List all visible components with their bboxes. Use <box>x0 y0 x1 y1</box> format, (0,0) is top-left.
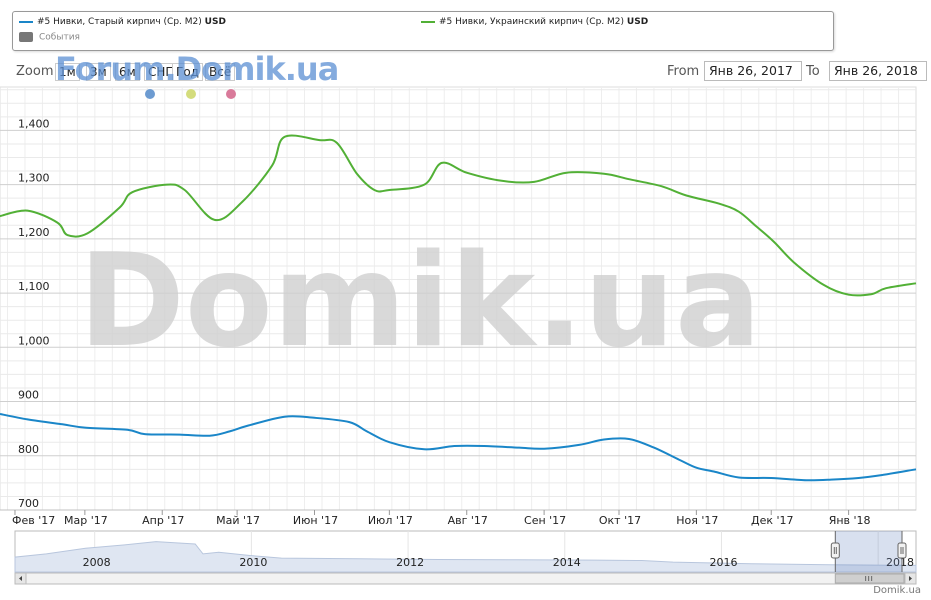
navigator-label: 2016 <box>709 556 737 569</box>
y-tick-label: 900 <box>18 389 39 402</box>
x-tick-label: Апр '17 <box>142 514 184 527</box>
x-tick-label: Фев '17 <box>12 514 55 527</box>
navigator-label: 2014 <box>553 556 581 569</box>
navigator[interactable]: 2008 2010 2012 2014 2016 2018 <box>14 530 917 585</box>
from-date-input[interactable]: Янв 26, 2017 <box>704 61 802 81</box>
grid <box>0 86 917 511</box>
navigator-label: 2018 <box>886 556 914 569</box>
series-lines <box>0 134 917 482</box>
zoom-button-1[interactable]: 3м <box>86 63 111 81</box>
legend-swatch-series1 <box>19 20 33 23</box>
y-tick-label: 1,200 <box>18 226 50 239</box>
from-label: From <box>667 64 700 79</box>
series-line-1[interactable] <box>0 413 917 482</box>
x-tick-label: Янв '18 <box>829 514 871 527</box>
zoom-button-5[interactable]: Всё <box>205 63 236 81</box>
legend: #5 Нивки, Старый кирпич (Ср. M2) USD #5 … <box>12 11 834 51</box>
scrollbar-thumb[interactable] <box>834 573 905 584</box>
legend-item-series2[interactable]: #5 Нивки, Украинский кирпич (Ср. M2) USD <box>421 17 648 27</box>
navigator-handle-1[interactable] <box>897 542 907 559</box>
navigator-area <box>14 541 917 573</box>
navigator-label: 2010 <box>239 556 267 569</box>
y-axis-ticks: 1,400 1,300 1,200 1,100 1,000 900 800 700 <box>18 117 50 510</box>
to-label: To <box>806 64 820 79</box>
x-tick-label: Ноя '17 <box>676 514 718 527</box>
navigator-selection[interactable] <box>835 531 902 572</box>
navigator-label: 2008 <box>83 556 111 569</box>
legend-item-series1[interactable]: #5 Нивки, Старый кирпич (Ср. M2) USD <box>19 17 226 27</box>
domik-watermark: Domik.ua <box>79 227 762 376</box>
x-tick-label: Сен '17 <box>524 514 566 527</box>
navigator-handle-0[interactable] <box>830 542 840 559</box>
y-tick-label: 1,000 <box>18 334 50 347</box>
event-dot-0[interactable] <box>145 89 155 99</box>
to-date-input[interactable]: Янв 26, 2018 <box>829 61 927 81</box>
zoom-button-0[interactable]: 1м <box>55 63 80 81</box>
legend-label-series2: #5 Нивки, Украинский кирпич (Ср. M2) <box>439 17 625 27</box>
legend-label-series1: #5 Нивки, Старый кирпич (Ср. M2) <box>37 17 202 27</box>
x-tick-label: Июл '17 <box>368 514 413 527</box>
legend-unit-series2: USD <box>626 17 649 27</box>
event-dot-1[interactable] <box>186 89 196 99</box>
legend-swatch-series2 <box>421 20 435 23</box>
zoom-button-3[interactable]: СНГ <box>144 63 177 81</box>
x-tick-label: Дек '17 <box>751 514 794 527</box>
x-tick-label: Июн '17 <box>293 514 338 527</box>
zoom-label: Zoom <box>16 64 54 79</box>
x-tick-label: Мар '17 <box>64 514 108 527</box>
y-tick-label: 1,300 <box>18 172 50 185</box>
footer-brand: Domik.ua <box>873 585 921 596</box>
legend-item-events[interactable]: События <box>19 32 80 43</box>
legend-label-events: События <box>39 32 80 43</box>
x-tick-label: Май '17 <box>216 514 260 527</box>
x-axis-ticks: Фев '17 Мар '17 Апр '17 Май '17 Июн '17 Июл '… <box>12 510 871 527</box>
series-line-2[interactable] <box>0 134 917 297</box>
arrow-left-icon <box>19 576 22 581</box>
scrollbar-track[interactable] <box>14 572 917 585</box>
forum-watermark: Forum.Domik.ua <box>55 50 339 88</box>
y-tick-label: 700 <box>18 497 39 510</box>
x-tick-label: Авг '17 <box>448 514 488 527</box>
events-swatch <box>19 32 33 42</box>
y-tick-label: 800 <box>18 443 39 456</box>
y-tick-label: 1,100 <box>18 280 50 293</box>
zoom-button-4[interactable]: Год <box>172 63 203 81</box>
zoom-button-2[interactable]: 6м <box>115 63 140 81</box>
x-tick-label: Окт '17 <box>599 514 641 527</box>
y-tick-label: 1,400 <box>18 117 50 130</box>
event-dot-2[interactable] <box>226 89 236 99</box>
navigator-label: 2012 <box>396 556 424 569</box>
legend-unit-series1: USD <box>204 17 226 27</box>
event-dots <box>145 89 236 99</box>
arrow-right-icon <box>909 576 912 581</box>
